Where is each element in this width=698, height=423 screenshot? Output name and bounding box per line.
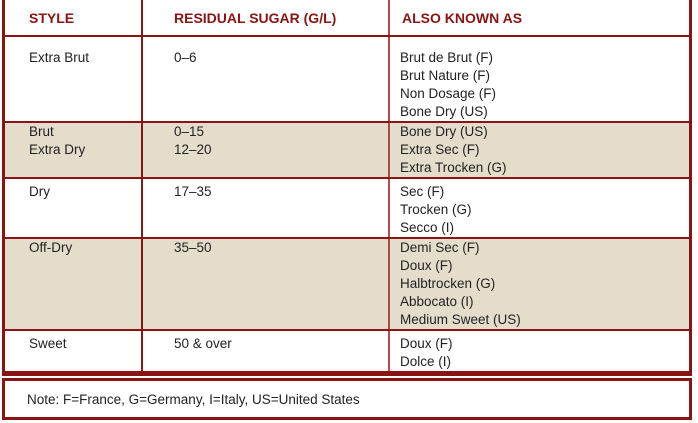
- cell-line: 0–6: [174, 50, 197, 65]
- cell-line: Extra Brut: [29, 50, 90, 65]
- table-row: Brut Extra Dry 0–15 12–20 Bone Dry (US) Extra…: [5, 123, 689, 179]
- table-header: STYLE RESIDUAL SUGAR (G/L) ALSO KNOWN AS: [5, 0, 689, 37]
- cell-line: Medium Sweet (US): [400, 312, 521, 327]
- table-row: Extra Brut 0–6 Brut de Brut (F) Brut Nature…: [5, 37, 689, 123]
- table-row: Off-Dry 35–50 Demi Sec (F) Doux (F) Halbtroc…: [5, 239, 689, 331]
- sugar-table: STYLE RESIDUAL SUGAR (G/L) ALSO KNOWN AS…: [2, 0, 692, 376]
- style-cell: Sweet: [5, 331, 143, 371]
- table-body: Extra Brut 0–6 Brut de Brut (F) Brut Nature…: [5, 37, 689, 373]
- cell-line: Brut: [29, 124, 54, 139]
- header-style: STYLE: [5, 0, 143, 35]
- cell-line: Non Dosage (F): [400, 86, 497, 101]
- cell-line: Brut de Brut (F): [400, 50, 494, 65]
- cell-line: Bone Dry (US): [400, 104, 488, 119]
- cell-line: Brut Nature (F): [400, 68, 491, 83]
- cell-line: Off-Dry: [29, 240, 73, 255]
- cell-line: Bone Dry (US): [400, 124, 488, 139]
- cell-line: Extra Dry: [29, 142, 86, 157]
- cell-line: 35–50: [174, 240, 212, 255]
- aka-cell: Bone Dry (US) Extra Sec (F) Extra Trocken …: [390, 123, 689, 177]
- cell-line: Secco (I): [400, 220, 455, 235]
- cell-line: Dry: [29, 184, 50, 199]
- cell-line: Trocken (G): [400, 202, 472, 217]
- cell-line: Halbtrocken (G): [400, 276, 496, 291]
- table-row: Dry 17–35 Sec (F) Trocken (G) Secco (I): [5, 179, 689, 239]
- cell-line: Demi Sec (F): [400, 240, 480, 255]
- cell-line: Sec (F): [400, 184, 445, 199]
- sugar-cell: 50 & over: [143, 331, 390, 371]
- table-row: Sweet 50 & over Doux (F) Dolce (I): [5, 331, 689, 373]
- cell-line: 12–20: [174, 142, 212, 157]
- sugar-cell: 0–15 12–20: [143, 123, 390, 177]
- aka-cell: Brut de Brut (F) Brut Nature (F) Non Dosag…: [390, 37, 689, 121]
- cell-line: Doux (F): [400, 336, 453, 351]
- style-cell: Brut Extra Dry: [5, 123, 143, 177]
- aka-cell: Doux (F) Dolce (I): [390, 331, 689, 371]
- cell-line: Extra Trocken (G): [400, 160, 507, 175]
- cell-line: 0–15: [174, 124, 205, 139]
- sugar-cell: 17–35: [143, 179, 390, 237]
- aka-cell: Sec (F) Trocken (G) Secco (I): [390, 179, 689, 237]
- style-cell: Extra Brut: [5, 37, 143, 121]
- cell-line: Sweet: [29, 336, 67, 351]
- header-aka: ALSO KNOWN AS: [402, 9, 523, 26]
- cell-line: Abbocato (I): [400, 294, 474, 309]
- cell-line: 50 & over: [174, 336, 232, 351]
- header-sugar: RESIDUAL SUGAR (G/L): [143, 0, 390, 35]
- aka-cell: Demi Sec (F) Doux (F) Halbtrocken (G) Abboc…: [390, 239, 689, 329]
- footnote: Note: F=France, G=Germany, I=Italy, US=U…: [2, 378, 692, 420]
- sugar-cell: 0–6: [143, 37, 390, 121]
- cell-line: Dolce (I): [400, 354, 452, 369]
- style-cell: Off-Dry: [5, 239, 143, 329]
- cell-line: Doux (F): [400, 258, 453, 273]
- cell-line: 17–35: [174, 184, 212, 199]
- sugar-cell: 35–50: [143, 239, 390, 329]
- style-cell: Dry: [5, 179, 143, 237]
- cell-line: Extra Sec (F): [400, 142, 480, 157]
